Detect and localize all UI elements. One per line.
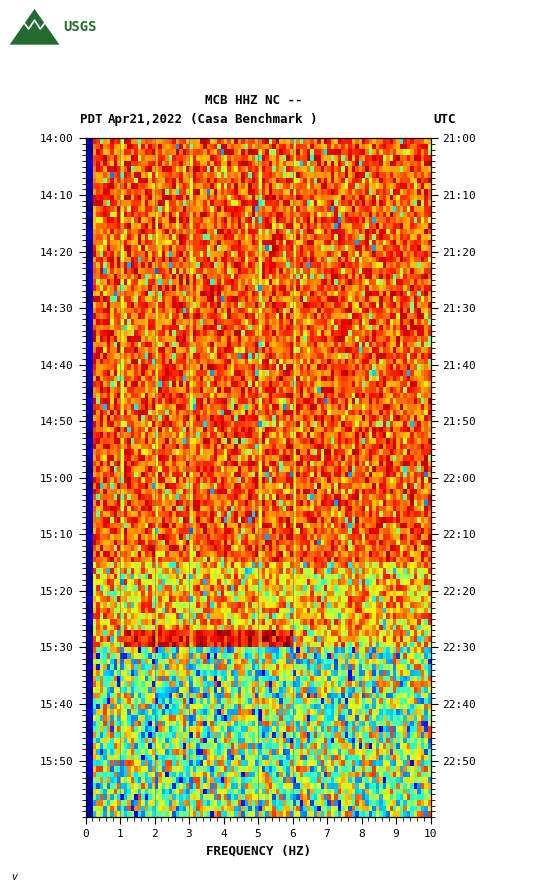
Text: PDT: PDT: [80, 113, 103, 126]
Text: UTC: UTC: [433, 113, 456, 126]
Text: USGS: USGS: [63, 20, 97, 34]
Text: MCB HHZ NC --: MCB HHZ NC --: [205, 94, 302, 107]
Text: $v$: $v$: [11, 872, 19, 881]
Text: Apr21,2022: Apr21,2022: [108, 113, 183, 126]
Polygon shape: [10, 9, 60, 45]
Text: (Casa Benchmark ): (Casa Benchmark ): [190, 113, 317, 126]
X-axis label: FREQUENCY (HZ): FREQUENCY (HZ): [205, 845, 311, 857]
